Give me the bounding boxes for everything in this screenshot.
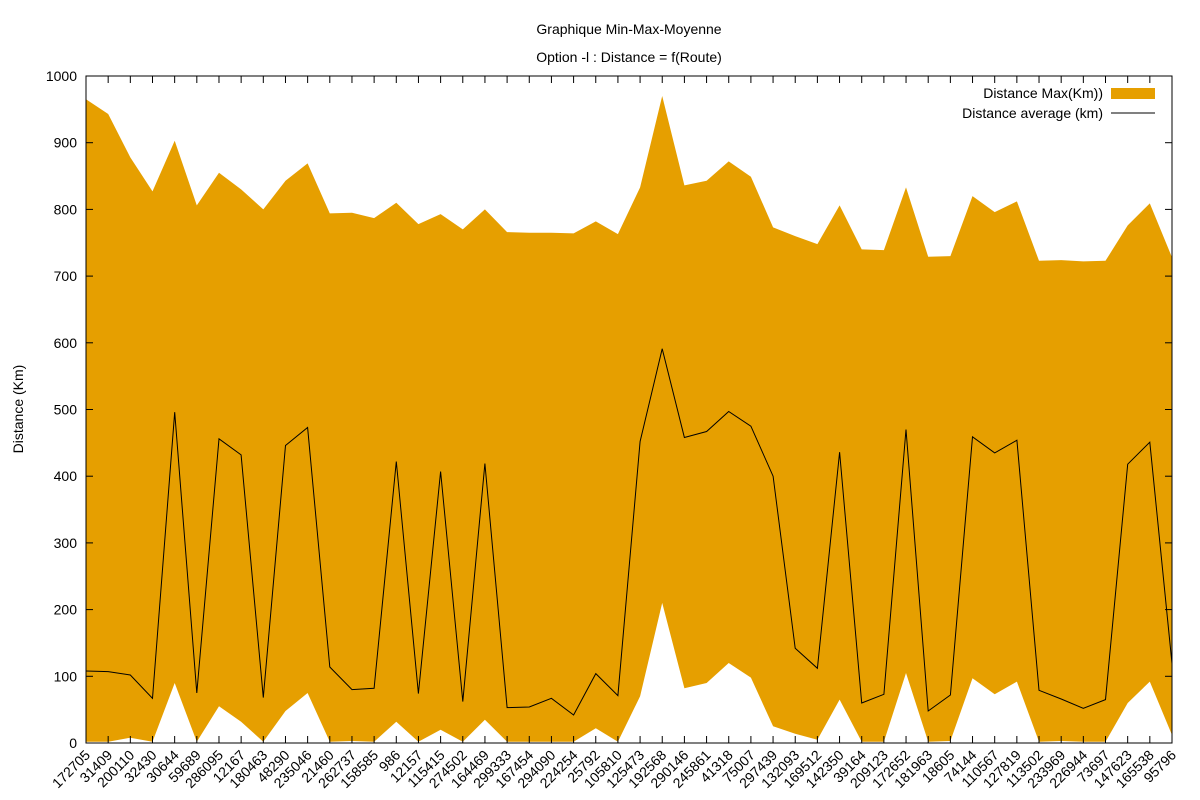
y-tick-label: 500 [54, 402, 78, 418]
chart-title: Graphique Min-Max-Moyenne [536, 21, 721, 37]
average-line [85, 348, 1173, 716]
chart-subtitle: Option -l : Distance = f(Route) [536, 49, 722, 65]
y-tick-label: 200 [54, 602, 78, 618]
legend-label-max: Distance Max(Km)) [983, 85, 1103, 101]
average-line-layer [85, 348, 1173, 716]
min-max-band [86, 96, 1172, 742]
y-tick-label: 0 [69, 735, 77, 751]
legend-label-average: Distance average (km) [962, 105, 1103, 121]
y-axis-label: Distance (Km) [10, 365, 26, 454]
y-tick-label: 300 [54, 535, 78, 551]
y-tick-label: 700 [54, 268, 78, 284]
y-tick-label: 900 [54, 135, 78, 151]
y-tick-label: 800 [54, 201, 78, 217]
legend: Distance Max(Km)) Distance average (km) [962, 85, 1155, 121]
y-tick-label: 400 [54, 468, 78, 484]
legend-swatch-max [1111, 88, 1155, 99]
y-tick-label: 100 [54, 668, 78, 684]
plot-area [86, 96, 1172, 742]
y-tick-label: 1000 [46, 68, 77, 84]
y-tick-label: 600 [54, 335, 78, 351]
